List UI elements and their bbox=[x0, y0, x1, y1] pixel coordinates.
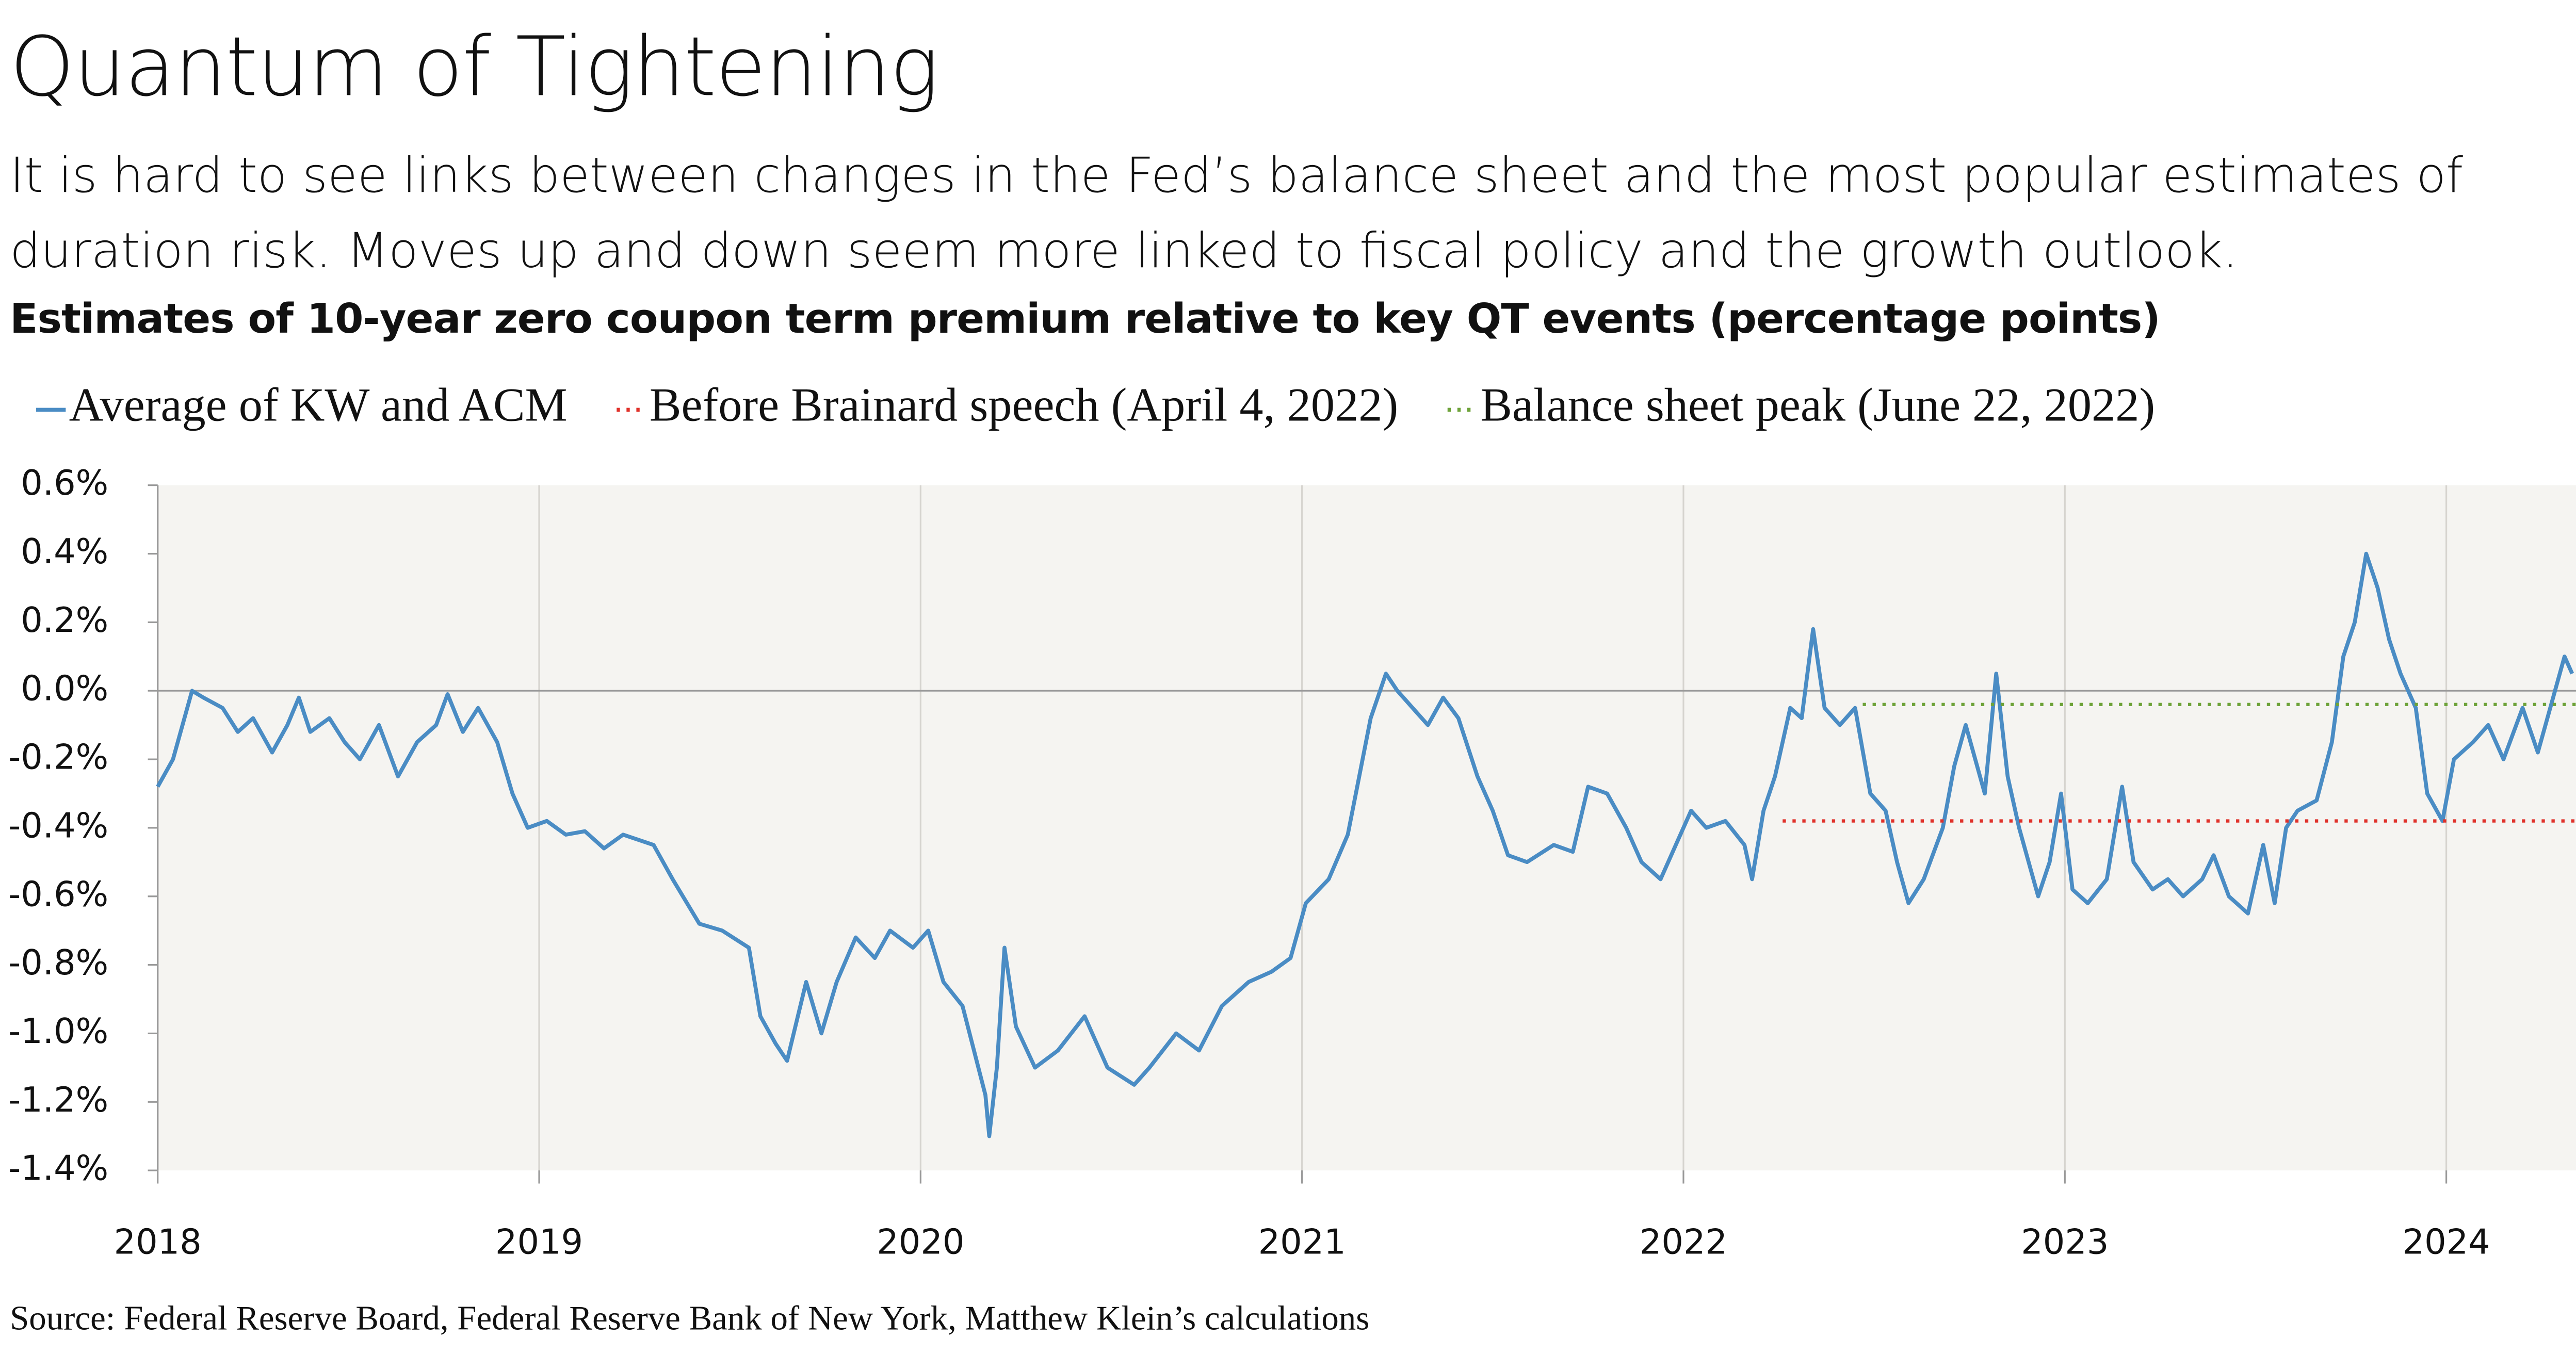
subtitle: It is hard to see links between changes … bbox=[10, 148, 2464, 279]
y-tick-label: -1.0% bbox=[8, 1011, 108, 1051]
y-tick-label: -0.6% bbox=[8, 874, 108, 914]
x-tick-label: 2024 bbox=[2403, 1222, 2490, 1262]
y-tick-label: 0.0% bbox=[21, 668, 108, 709]
y-tick-label: 0.6% bbox=[21, 463, 108, 503]
series-line bbox=[156, 551, 2574, 1138]
legend-label: Before Brainard speech (April 4, 2022) bbox=[650, 379, 1398, 431]
y-tick-label: -0.2% bbox=[8, 737, 108, 777]
y-tick-label: -0.4% bbox=[8, 805, 108, 845]
y-tick-label: -0.8% bbox=[8, 942, 108, 983]
plot-background bbox=[157, 485, 2576, 1171]
x-tick-label: 2018 bbox=[114, 1222, 202, 1262]
title: Quantum of Tightening bbox=[10, 20, 939, 115]
legend-label: Balance sheet peak (June 22, 2022) bbox=[1480, 379, 2155, 431]
legend-label: Average of KW and ACM bbox=[69, 379, 568, 431]
x-tick-label: 2022 bbox=[1640, 1222, 1727, 1262]
x-tick-label: 2021 bbox=[1258, 1222, 1346, 1262]
x-tick-label: 2023 bbox=[2021, 1222, 2109, 1262]
y-tick-label: -1.2% bbox=[8, 1080, 108, 1120]
y-tick-label: 0.4% bbox=[21, 531, 108, 572]
x-tick-label: 2020 bbox=[877, 1222, 964, 1262]
chart-title: Estimates of 10-year zero coupon term pr… bbox=[10, 295, 2161, 343]
source-note: Source: Federal Reserve Board, Federal R… bbox=[10, 1298, 1370, 1338]
y-tick-label: 0.2% bbox=[21, 600, 108, 640]
y-tick-label: -1.4% bbox=[8, 1148, 108, 1188]
x-tick-label: 2019 bbox=[495, 1222, 583, 1262]
